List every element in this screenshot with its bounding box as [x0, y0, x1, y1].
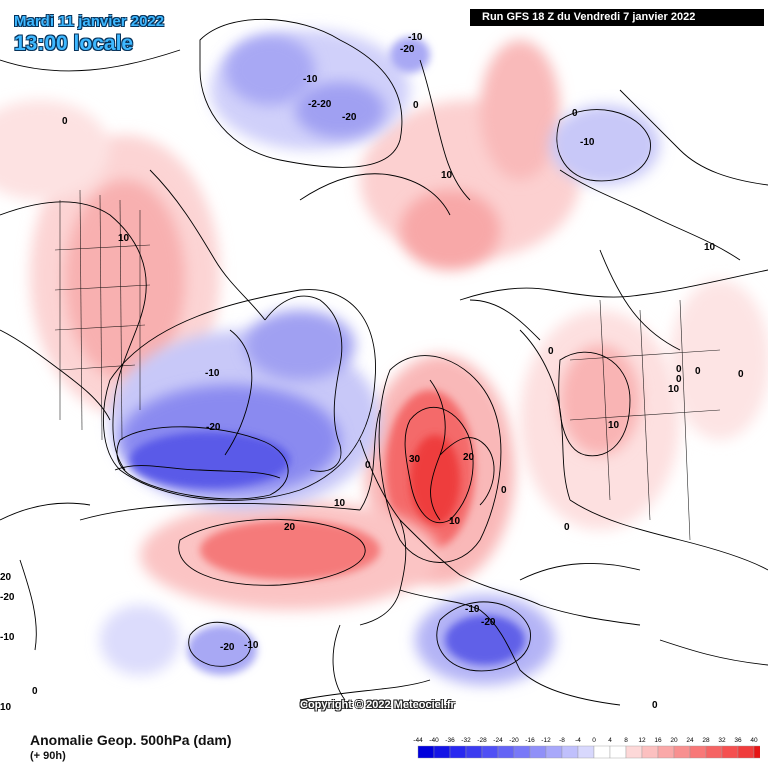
legend-tick-label: -4	[575, 737, 581, 744]
contour-label: -10	[205, 368, 220, 379]
contour-label: 10	[0, 702, 12, 713]
contour-label: -20	[220, 642, 235, 653]
legend-swatch	[545, 745, 563, 759]
legend-swatch	[465, 745, 483, 759]
legend-swatch	[513, 745, 531, 759]
forecast-time: 13:00 locale	[14, 32, 134, 55]
legend-swatch	[705, 745, 723, 759]
contour-label: 0	[695, 366, 701, 377]
grid-lines	[54, 189, 721, 541]
contour-label: -20	[481, 617, 496, 628]
legend-swatch	[753, 745, 760, 759]
legend-tick-label: 16	[654, 737, 662, 744]
legend-tick-label: -36	[445, 737, 455, 744]
legend-swatch	[689, 745, 707, 759]
legend-tick-label: -32	[461, 737, 471, 744]
contour-label: 10	[608, 420, 620, 431]
legend-tick-label: -20	[509, 737, 519, 744]
contour-label: 0	[572, 108, 578, 119]
legend-swatch	[641, 745, 659, 759]
model-run-label: Run GFS 18 Z du Vendredi 7 janvier 2022	[470, 9, 764, 26]
forecast-date: Mardi 11 janvier 2022	[14, 13, 165, 30]
contour-label: -20	[0, 592, 15, 603]
contour-label: -10	[580, 137, 595, 148]
legend-tick-label: -16	[525, 737, 535, 744]
legend-swatch	[481, 745, 499, 759]
legend-swatch	[497, 745, 515, 759]
legend-swatch	[561, 745, 579, 759]
contour-label: 0	[62, 116, 68, 127]
legend-swatch	[577, 745, 595, 759]
contour-label: 10	[334, 498, 346, 509]
contour-label: 0	[676, 364, 682, 375]
legend-tick-label: 20	[670, 737, 678, 744]
anomaly-map: 0 0 0 0 0 0 0 0 0 0 0 0 0 10 10 10 10 10…	[0, 18, 768, 713]
legend-tick-label: 32	[718, 737, 726, 744]
coastlines	[0, 89, 768, 706]
legend-tick-label: -24	[493, 737, 503, 744]
contour-label: -2-20	[308, 99, 332, 110]
contour-label: 10	[704, 242, 716, 253]
legend-swatch	[625, 745, 643, 759]
legend-tick-label: 28	[702, 737, 710, 744]
contour-label: 20	[0, 572, 12, 583]
legend-tick-label: -28	[477, 737, 487, 744]
legend-tick-label: -8	[559, 737, 565, 744]
legend-tick-label: 40	[750, 737, 758, 744]
legend-tick-label: 4	[608, 737, 612, 744]
legend-tick-label: 12	[638, 737, 646, 744]
contour-label: 0	[501, 485, 507, 496]
contour-label: 0	[564, 522, 570, 533]
contour-label: 10	[118, 233, 130, 244]
contour-label: 20	[284, 522, 296, 533]
contour-label: 0	[548, 346, 554, 357]
lead-time: (+ 90h)	[30, 750, 66, 762]
legend-swatch	[657, 745, 675, 759]
contour-label: 0	[413, 100, 419, 111]
legend-swatch	[593, 745, 611, 759]
contour-label: 20	[463, 452, 475, 463]
legend-swatch	[609, 745, 627, 759]
legend-swatch	[721, 745, 739, 759]
field-title: Anomalie Geop. 500hPa (dam)	[30, 732, 232, 748]
isolines	[0, 18, 681, 701]
legend-tick-label: 36	[734, 737, 742, 744]
contour-label: -10	[303, 74, 318, 85]
contour-label: 10	[449, 516, 461, 527]
legend-tick-label: 24	[686, 737, 694, 744]
contour-label: -20	[342, 112, 357, 123]
legend-swatch	[433, 745, 451, 759]
contour-label: -20	[400, 44, 415, 55]
legend-tick-label: -44	[413, 737, 423, 744]
color-legend: -44 -40 -36 -32 -28 -24 -20 -16 -12 -8 -4 0 4 8 12 16 20…	[413, 737, 760, 759]
legend-tick-label: 8	[624, 737, 628, 744]
legend-tick-label: 0	[592, 737, 596, 744]
legend-swatch	[529, 745, 547, 759]
negative-anomaly-shading	[100, 30, 660, 685]
legend-tick-label: -40	[429, 737, 439, 744]
legend-swatch	[449, 745, 467, 759]
legend-swatch	[417, 745, 435, 759]
contour-label: -10	[408, 32, 423, 43]
contour-label: 0	[676, 374, 682, 385]
contour-label: 0	[652, 700, 658, 711]
contour-label: 10	[668, 384, 680, 395]
contour-label: 0	[32, 686, 38, 697]
contour-label: -10	[244, 640, 259, 651]
contour-label: -10	[465, 604, 480, 615]
legend-swatch	[737, 745, 755, 759]
contour-label: 10	[441, 170, 453, 181]
contour-label: -10	[0, 632, 15, 643]
contour-label: 0	[365, 460, 371, 471]
contour-label: -20	[206, 422, 221, 433]
contour-label: 0	[738, 369, 744, 380]
legend-tick-label: -12	[541, 737, 551, 744]
legend-swatch	[673, 745, 691, 759]
copyright-text: Copyright © 2022 Meteociel.fr	[300, 699, 455, 711]
contour-label: 30	[409, 454, 421, 465]
